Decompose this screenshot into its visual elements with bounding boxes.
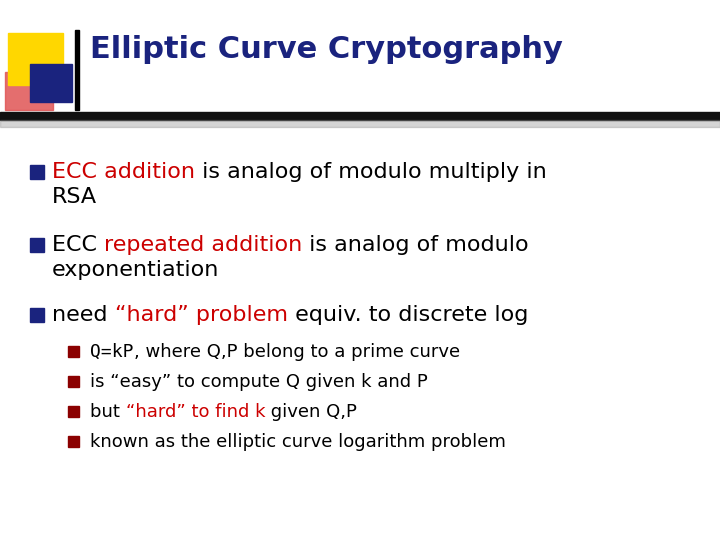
Text: is analog of modulo: is analog of modulo: [302, 235, 529, 255]
Text: ECC: ECC: [52, 235, 104, 255]
Text: ECC addition: ECC addition: [52, 162, 195, 182]
Text: but: but: [90, 403, 125, 421]
Text: is “easy” to compute Q given k and P: is “easy” to compute Q given k and P: [90, 373, 428, 391]
Text: “hard” problem: “hard” problem: [114, 305, 287, 325]
Text: exponentiation: exponentiation: [52, 260, 220, 280]
Text: , where Q,P belong to a prime curve: , where Q,P belong to a prime curve: [133, 343, 459, 361]
Text: need: need: [52, 305, 114, 325]
Text: RSA: RSA: [52, 187, 97, 207]
Text: equiv. to discrete log: equiv. to discrete log: [287, 305, 528, 325]
Text: is analog of modulo multiply in: is analog of modulo multiply in: [195, 162, 546, 182]
Text: given Q,P: given Q,P: [265, 403, 357, 421]
Text: known as the elliptic curve logarithm problem: known as the elliptic curve logarithm pr…: [90, 433, 506, 451]
Text: Q=kP: Q=kP: [90, 343, 133, 361]
Text: “hard” to find k: “hard” to find k: [125, 403, 265, 421]
Text: Elliptic Curve Cryptography: Elliptic Curve Cryptography: [90, 36, 563, 64]
Text: repeated addition: repeated addition: [104, 235, 302, 255]
